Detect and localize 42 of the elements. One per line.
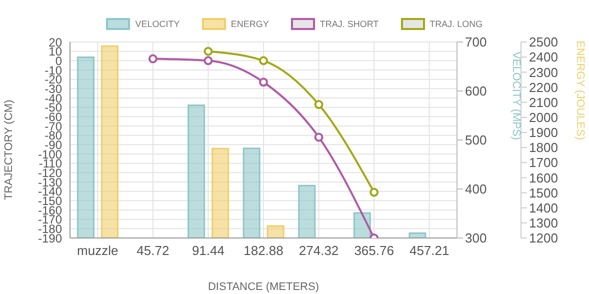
y3-tick-label: 2100	[529, 94, 558, 110]
point	[204, 46, 213, 56]
y3-tick-label: 1300	[529, 216, 558, 231]
y2-tick-label: 300	[465, 230, 487, 246]
y3-tick-label: 2500	[529, 34, 558, 50]
x-tick-label: 274.32	[298, 243, 339, 258]
y3-tick-label: 1400	[529, 200, 558, 216]
x-tick-label: 365.76	[354, 243, 394, 258]
x-tick-label: 91.44	[192, 243, 224, 258]
x-tick-label: 457.21	[409, 243, 450, 258]
y-axis-title: TRAJECTORY (CM)	[2, 100, 15, 200]
y3-tick-label: 2000	[529, 110, 558, 125]
point	[314, 100, 324, 110]
y2-tick-label: 700	[465, 34, 487, 50]
y3-tick-label: 1800	[529, 140, 558, 156]
legend-label: VELOCITY	[135, 19, 180, 29]
point	[314, 132, 324, 142]
y2-axis-title: VELOCITY (MPS)	[510, 52, 522, 140]
legend-label: ENERGY	[230, 19, 269, 29]
y3-tick-label: 1600	[529, 170, 558, 186]
legend-label: TRAJ. SHORT	[320, 19, 379, 29]
y3-tick-label: 1200	[529, 230, 558, 246]
y3-tick-label: 1500	[529, 185, 558, 200]
x-axis-title: DISTANCE (METERS)	[208, 281, 320, 293]
point	[204, 56, 213, 66]
y3-tick-label: 2200	[529, 80, 558, 95]
y3-tick-label: 1900	[529, 125, 558, 140]
y3-tick-label: 2400	[529, 50, 558, 65]
y3-tick-label: 1700	[529, 155, 558, 170]
point	[148, 54, 158, 64]
y3-tick-label: 2300	[529, 64, 558, 80]
y2-tick-label: 400	[465, 182, 487, 197]
x-tick-label: 182.88	[244, 243, 284, 258]
point	[370, 188, 379, 197]
y3-axis-title: ENERGY (JOULES)	[574, 40, 586, 140]
point	[259, 56, 268, 66]
y2-tick-label: 500	[465, 132, 487, 148]
x-tick-label: 45.72	[136, 243, 170, 258]
point	[259, 78, 268, 87]
x-tick-label: muzzle	[77, 243, 118, 258]
legend-label: TRAJ. LONG	[430, 19, 483, 29]
y2-tick-label: 600	[465, 84, 487, 99]
